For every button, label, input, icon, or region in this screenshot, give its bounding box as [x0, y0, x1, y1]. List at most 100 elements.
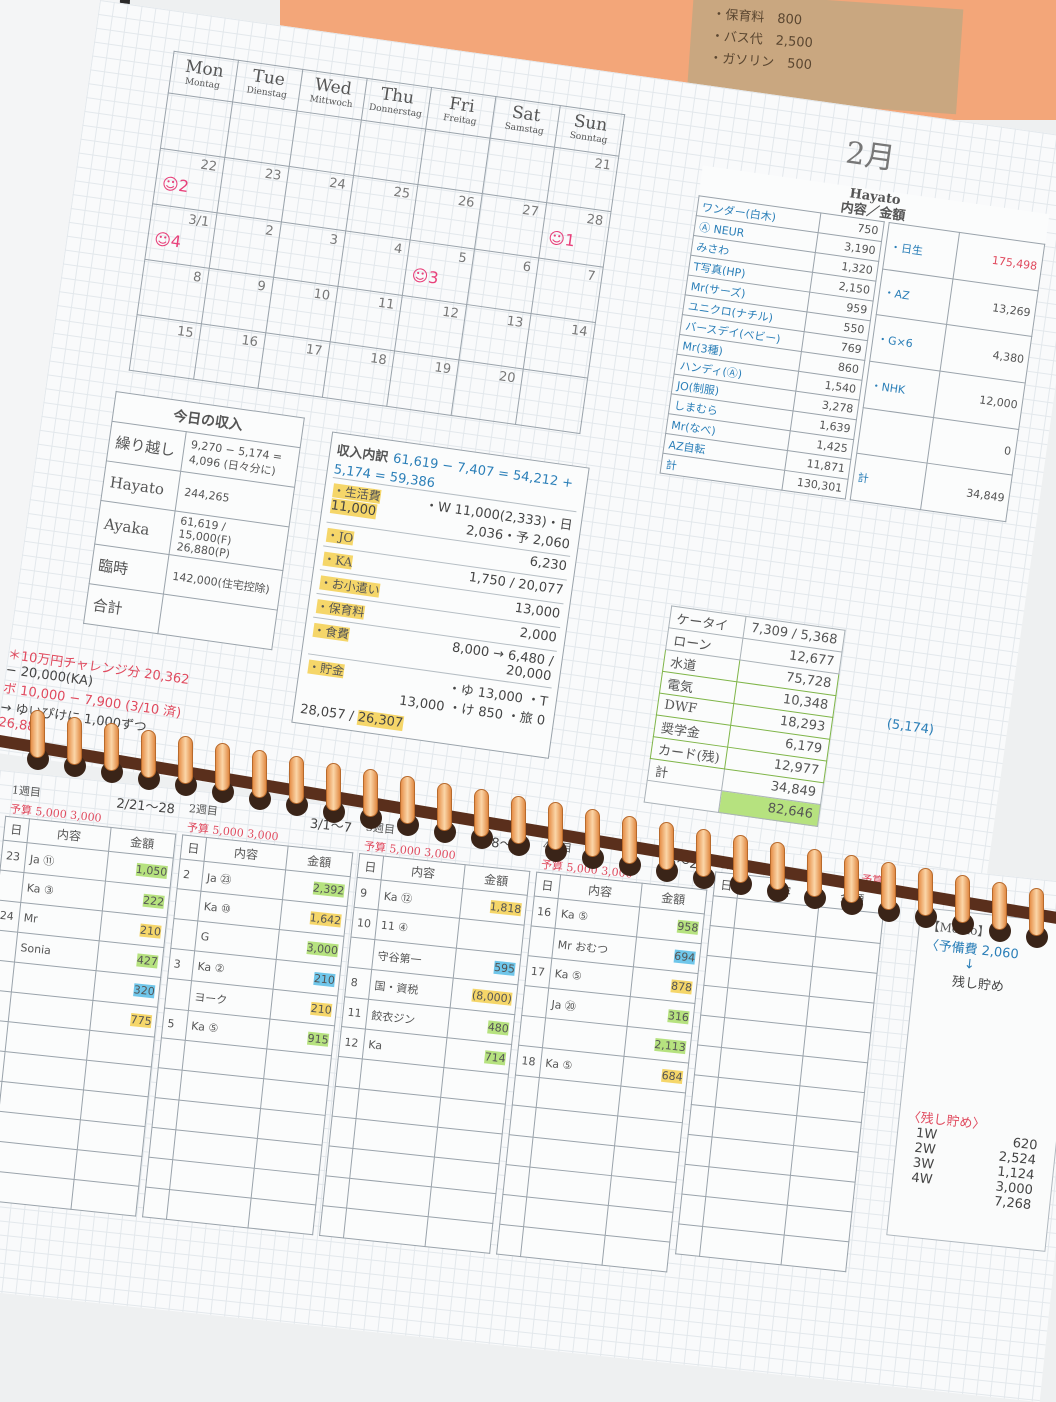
day-cell: 18 — [515, 1045, 543, 1078]
calendar-day: 21 — [546, 147, 619, 212]
calendar-day: 9 — [201, 268, 274, 333]
income-table: 今日の収入 繰り越し 9,270 − 5,174 = 4,096 (日々分に) Ha… — [83, 390, 305, 651]
cell-text: Ka ⑤ — [544, 1056, 574, 1073]
cell-text: 5 — [166, 1016, 176, 1031]
calendar-day: 19 — [386, 350, 459, 416]
calendar-day: 22 ☺2 — [152, 148, 225, 213]
cell-text: 守谷第一 — [377, 949, 423, 967]
calendar-day: 23 — [217, 157, 290, 222]
calendar-day: 13 — [458, 304, 532, 369]
breakdown-value: 13,000 — [513, 600, 561, 622]
cell-text: 878 — [670, 979, 693, 995]
date-number: 18 — [369, 351, 388, 369]
breakdown-label-text: ・JO — [325, 527, 355, 546]
day-cell: 3 — [167, 948, 195, 981]
smiley-count: 3 — [427, 267, 440, 288]
spiral-ring — [770, 842, 785, 890]
day-cell — [518, 1015, 546, 1048]
cell-text: 210 — [313, 971, 336, 988]
breakdown-value: 6,230 — [528, 554, 568, 575]
spiral-ring — [881, 861, 896, 910]
calendar-day: 20 — [451, 359, 524, 425]
date-number: 7 — [586, 268, 597, 285]
day-cell: 8 — [344, 966, 372, 1000]
calendar: Mon Montag Tue Dienstag Wed Mittwoch Thu Donner… — [129, 51, 626, 434]
calendar-day: 10 — [265, 277, 338, 342]
spiral-ring — [992, 881, 1007, 930]
cell-text: 694 — [673, 949, 696, 965]
calendar-day: 3/1 ☺4 — [144, 203, 218, 269]
day-cell — [164, 978, 192, 1011]
calendar-day: 18 — [322, 341, 395, 407]
spiral-ring — [585, 809, 600, 857]
cell-text: 18 — [520, 1054, 537, 1069]
date-number: 19 — [433, 360, 452, 378]
date-number: 26 — [456, 193, 476, 212]
cell-text: G — [200, 929, 210, 944]
spiral-ring — [104, 723, 119, 772]
spiral-ring — [844, 855, 859, 904]
cell-text: Ka — [367, 1038, 383, 1053]
smiley-count: 2 — [177, 175, 191, 197]
spiral-ring — [474, 789, 489, 838]
hayato-table: Hayato 内容／金額 ワンダー(白木) 750 Ⓐ NEUR 3,190 みさわ 1,… — [659, 165, 1050, 523]
cell-text: 210 — [310, 1001, 333, 1017]
date-number: 2 — [264, 223, 275, 240]
cell-text: 3,000 — [305, 941, 339, 958]
cell-text: 餃衣ジン — [370, 1008, 416, 1027]
cell-text: ヨーク — [193, 990, 228, 1007]
calendar-day — [289, 110, 362, 176]
cell-text: Ka ⑤ — [190, 1019, 219, 1036]
date-number: 6 — [521, 259, 532, 276]
date-number: 4 — [392, 241, 404, 258]
cell-text: Mr おむつ — [557, 937, 609, 957]
date-number: 27 — [521, 202, 540, 221]
calendar-day — [482, 138, 555, 203]
spiral-ring — [400, 776, 415, 824]
date-number: 24 — [328, 175, 347, 193]
date-number: 12 — [441, 304, 460, 322]
remain-week — [909, 1185, 911, 1200]
date-number: 13 — [505, 313, 525, 331]
spiral-ring — [918, 868, 933, 917]
breakdown-value: 2,000 — [518, 625, 558, 646]
breakdown-label: ・KA — [322, 550, 354, 571]
cell-text: Ka ② — [196, 959, 226, 976]
smiley-count: 4 — [169, 231, 183, 252]
spiral-ring — [622, 815, 637, 864]
calendar-day: 2 — [209, 212, 282, 278]
spiral-ring — [67, 716, 82, 765]
calendar-day: 17 — [258, 332, 331, 398]
breakdown-label: ・JO — [325, 526, 355, 547]
date-number: 22 — [199, 157, 218, 175]
cell-text: 915 — [306, 1031, 330, 1047]
cell-text: 595 — [493, 960, 516, 976]
calendar-day: 28 ☺1 — [538, 202, 612, 268]
date-number: 3 — [328, 232, 339, 249]
day-cell: 12 — [338, 1026, 366, 1059]
cell-text: 480 — [487, 1020, 510, 1036]
breakdown-label: ・貯金 — [304, 658, 345, 701]
calendar-day: 6 — [466, 249, 539, 314]
calendar-day: 26 — [410, 184, 483, 250]
cell-text: 3 — [173, 957, 182, 971]
cell-text: 8 — [350, 975, 359, 990]
remain-week: 4W — [910, 1170, 934, 1188]
cell-text: Ja ⑳ — [550, 997, 577, 1013]
smiley-icon: ☺3 — [410, 265, 439, 288]
spiral-ring — [363, 769, 378, 818]
spiral-ring — [1029, 888, 1044, 937]
spiral-ring — [30, 710, 45, 758]
calendar-day: 5 ☺3 — [402, 239, 475, 305]
date-number: 8 — [192, 269, 203, 286]
day-cell — [694, 1044, 722, 1078]
cell-text: 2,113 — [653, 1037, 687, 1055]
cell-text: Sonia — [19, 941, 52, 958]
day-cell — [347, 937, 375, 970]
cell-text: 12 — [343, 1035, 360, 1050]
date-number: 28 — [585, 211, 605, 230]
day-cell — [703, 955, 731, 988]
cell-text: (8,000) — [471, 988, 513, 1006]
spiral-ring — [252, 749, 267, 798]
month-title: 2月 — [843, 135, 898, 177]
